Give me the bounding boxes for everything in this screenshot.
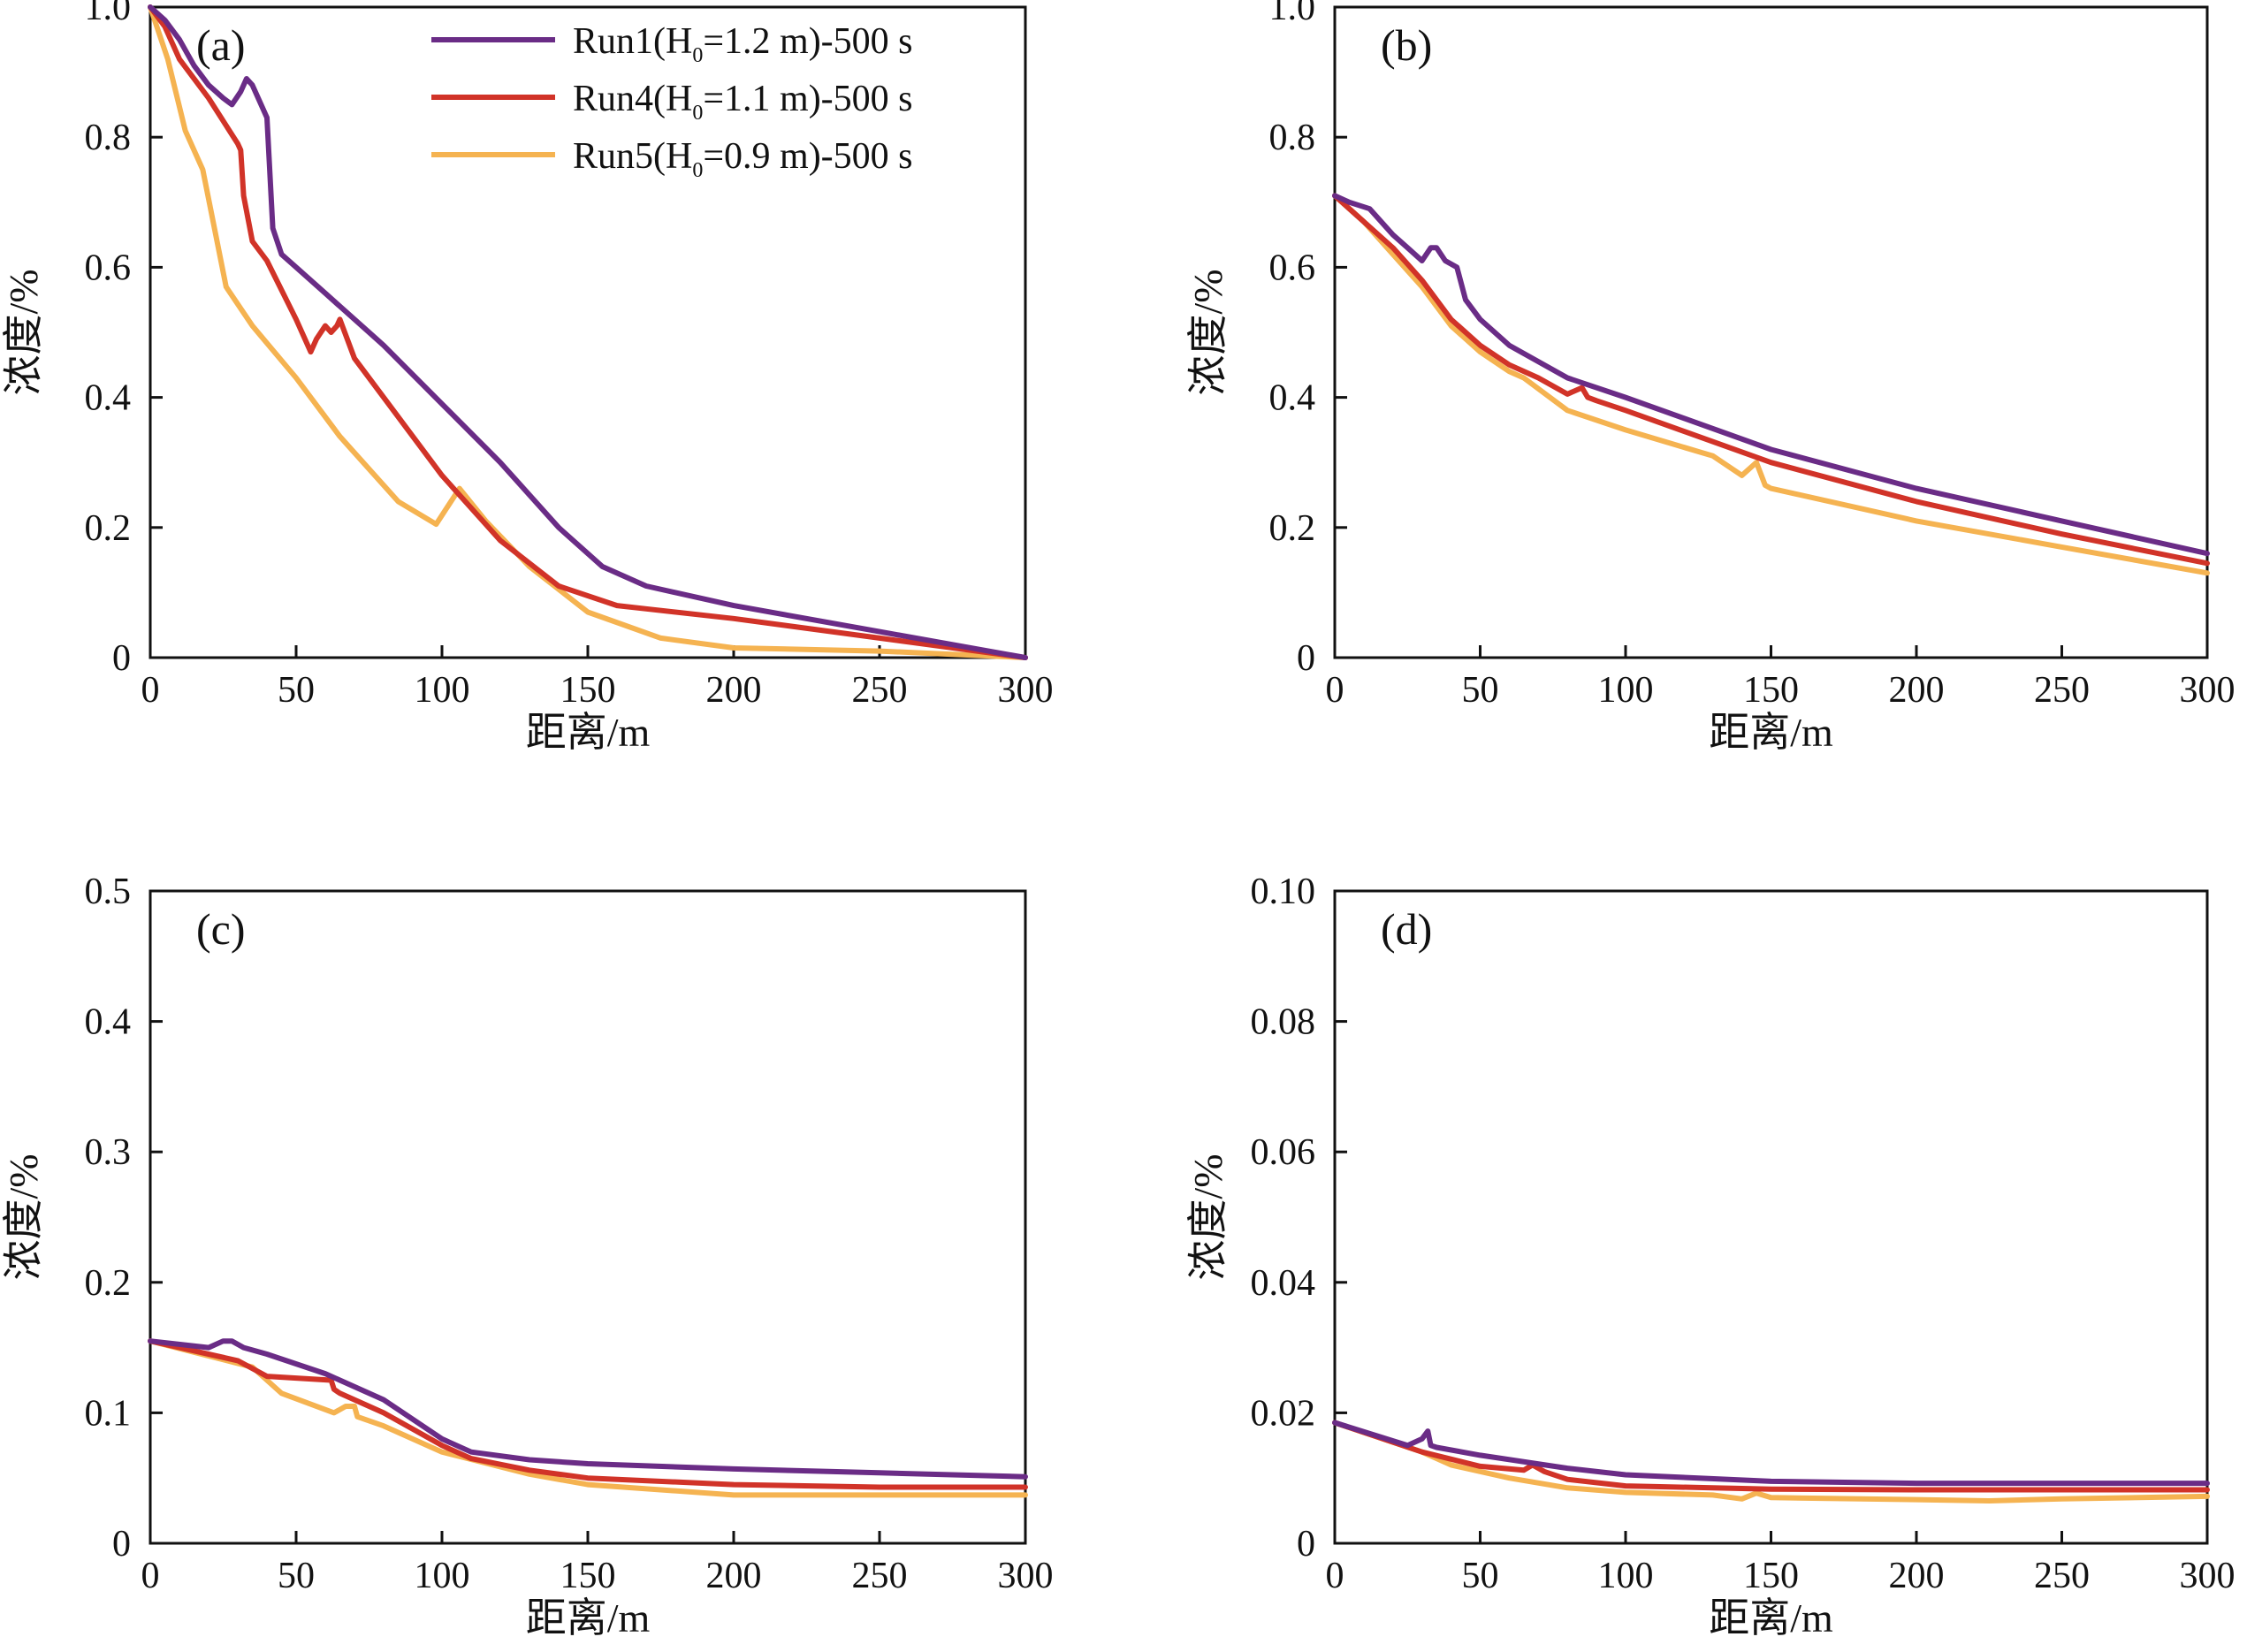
series-line-run1	[1332, 1420, 2210, 1487]
y-tick-label: 0	[1297, 1524, 1315, 1564]
x-axis-label: 距离/m	[526, 710, 651, 755]
y-tick-label: 0	[1297, 638, 1315, 679]
x-tick-label: 50	[278, 670, 315, 711]
x-tick-label: 150	[560, 1556, 616, 1596]
series-line-run5	[1332, 1420, 2210, 1504]
y-tick-label: 0.2	[85, 508, 132, 549]
x-tick-label: 150	[1743, 670, 1799, 711]
x-axis-label: 距离/m	[526, 1595, 651, 1641]
y-tick-label: 0	[112, 1524, 131, 1564]
series-line-run1	[1332, 193, 2210, 557]
plot-frame	[1333, 889, 2209, 1545]
y-tick-label: 0.1	[85, 1393, 132, 1434]
y-tick-label: 0.2	[1269, 508, 1316, 549]
x-tick-label: 250	[852, 670, 908, 711]
series-line-run5	[148, 1338, 1028, 1498]
series-line-run4	[148, 1338, 1028, 1490]
legend-entry-run1: Run1(H0=1.2 m)-500 s	[573, 21, 913, 67]
y-tick-label: 0.10	[1251, 872, 1316, 912]
x-tick-label: 0	[141, 1556, 160, 1596]
y-tick-label: 0.3	[85, 1132, 132, 1173]
series-line-run1	[148, 1338, 1028, 1480]
y-tick-label: 0.6	[85, 247, 132, 288]
panel-label-b: (b)	[1381, 20, 1432, 70]
y-tick-label: 1.0	[1269, 0, 1316, 28]
x-tick-label: 200	[1889, 1556, 1945, 1596]
y-axis-label: 浓度/%	[1, 269, 46, 395]
panel-b: 0 50 100 150 200 250 300 0 0.2 0.4 0.6 0.8 1.0 距离/m 浓度…	[1185, 0, 2236, 755]
y-tick-label: 0.2	[85, 1263, 132, 1304]
x-tick-label: 250	[2034, 670, 2090, 711]
x-tick-label: 100	[1598, 670, 1654, 711]
series-line-run4	[1332, 1420, 2210, 1493]
x-tick-label: 100	[415, 1556, 470, 1596]
x-tick-label: 250	[852, 1556, 908, 1596]
y-axis-label: 浓度/%	[1185, 269, 1230, 395]
x-tick-label: 0	[141, 670, 160, 711]
x-tick-label: 200	[1889, 670, 1945, 711]
x-tick-label: 300	[998, 1556, 1054, 1596]
panel-label-a: (a)	[196, 20, 246, 70]
y-axis-label: 浓度/%	[1185, 1153, 1230, 1280]
y-tick-label: 0.4	[85, 1002, 132, 1043]
y-tick-label: 0.4	[85, 378, 132, 419]
x-tick-label: 250	[2034, 1556, 2090, 1596]
legend-entry-run4: Run4(H0=1.1 m)-500 s	[573, 79, 913, 125]
y-tick-label: 0.02	[1251, 1393, 1316, 1434]
x-tick-label: 200	[706, 1556, 762, 1596]
x-tick-label: 150	[1743, 1556, 1799, 1596]
series-line-run5	[148, 4, 1028, 660]
panel-a: 0 50 100 150 200 250 300 0 0.2 0.4 0.6 0.8 1.0 距离/m 浓度…	[1, 0, 1054, 755]
y-tick-label: 0.8	[1269, 118, 1316, 158]
panel-label-c: (c)	[196, 904, 246, 954]
legend: Run1(H0=1.2 m)-500 s Run4(H0=1.1 m)-500 s…	[431, 21, 913, 182]
legend-entry-run5: Run5(H0=0.9 m)-500 s	[573, 136, 913, 182]
y-tick-label: 0.08	[1251, 1002, 1316, 1043]
x-tick-label: 150	[560, 670, 616, 711]
panel-label-d: (d)	[1381, 904, 1432, 954]
x-tick-label: 100	[415, 670, 470, 711]
x-tick-label: 0	[1326, 1556, 1344, 1596]
y-tick-label: 0.06	[1251, 1132, 1316, 1173]
series-line-run4	[148, 4, 1028, 660]
x-tick-label: 300	[2180, 1556, 2236, 1596]
x-tick-label: 300	[2180, 670, 2236, 711]
y-tick-label: 0.8	[85, 118, 132, 158]
y-tick-label: 1.0	[85, 0, 132, 28]
y-tick-label: 0	[112, 638, 131, 679]
y-tick-label: 0.5	[85, 872, 132, 912]
x-tick-label: 200	[706, 670, 762, 711]
x-tick-label: 50	[1462, 1556, 1499, 1596]
series-line-run4	[1332, 193, 2210, 567]
x-tick-label: 300	[998, 670, 1054, 711]
y-axis-label: 浓度/%	[1, 1153, 46, 1280]
panel-d: 0 50 100 150 200 250 300 0 0.02 0.04 0.06 0.08 0.10 距…	[1185, 872, 2236, 1641]
x-axis-label: 距离/m	[1709, 710, 1833, 755]
panel-c: 0 50 100 150 200 250 300 0 0.1 0.2 0.3 0.4 0.5 距离/m 浓度…	[1, 872, 1054, 1641]
series-line-run1	[148, 4, 1028, 660]
y-tick-label: 0.04	[1251, 1263, 1316, 1304]
x-tick-label: 50	[278, 1556, 315, 1596]
y-tick-label: 0.4	[1269, 378, 1316, 419]
x-tick-label: 0	[1326, 670, 1344, 711]
plot-frame	[149, 889, 1027, 1545]
y-tick-label: 0.6	[1269, 247, 1316, 288]
x-axis-label: 距离/m	[1709, 1595, 1833, 1641]
x-tick-label: 100	[1598, 1556, 1654, 1596]
series-line-run5	[1332, 193, 2210, 576]
x-tick-label: 50	[1462, 670, 1499, 711]
